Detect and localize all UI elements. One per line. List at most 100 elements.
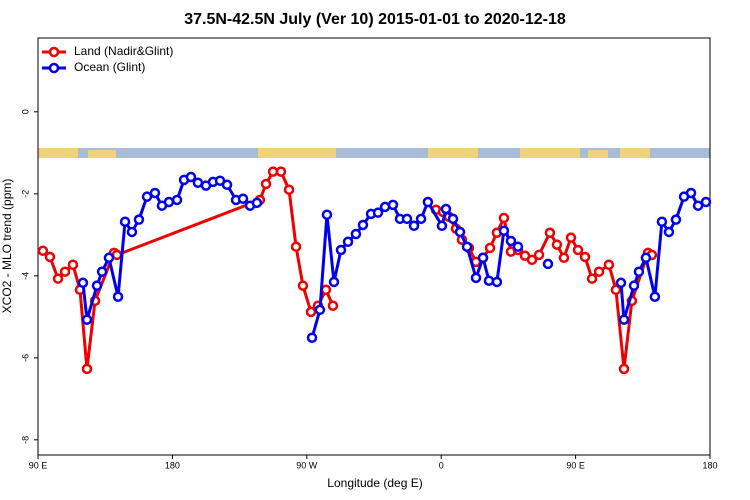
data-point [77,277,89,289]
data-point [640,252,652,264]
data-point [221,179,233,191]
data-point [401,213,413,225]
data-point [483,275,495,286]
data-point [350,228,362,240]
x-tick-label: 90 E [566,460,585,470]
data-point [670,214,682,225]
data-point [491,276,503,288]
data-point [96,266,108,277]
data-point [185,171,197,183]
data-point [342,236,354,248]
data-point [328,276,340,288]
data-point [387,199,399,211]
data-point [133,214,145,225]
data-point [314,304,326,316]
data-point [422,196,434,208]
data-point [251,197,263,209]
y-tick-label: 0 [20,109,30,114]
x-tick-label: 180 [165,460,180,470]
data-point [544,227,556,239]
data-point [335,244,347,256]
data-point [692,200,704,211]
data-point [649,291,661,302]
data-point [656,216,668,227]
y-tick-label: -8 [20,436,30,444]
x-tick-label: 0 [439,460,444,470]
data-point [415,213,427,225]
data-point [37,245,49,257]
data-point [163,196,175,208]
data-point [603,259,615,270]
data-point [593,266,605,277]
x-tick-label: 90 E [29,460,48,470]
chart-title: 37.5N-42.5N July (Ver 10) 2015-01-01 to … [184,11,566,28]
data-point [59,266,71,277]
data-point [498,212,510,224]
data-point [81,363,93,375]
data-point [237,193,249,204]
data-point [633,266,645,277]
data-point [408,220,420,232]
y-tick-label: -4 [20,272,30,280]
data-point [67,259,79,270]
data-point [111,249,123,261]
data-point [149,187,161,199]
data-point [663,226,675,238]
data-point [512,241,524,252]
data-point [618,363,630,375]
data-point [579,251,591,263]
data-point [260,178,272,190]
data-point [610,284,622,296]
data-point [565,232,577,243]
data-point [505,235,517,247]
data-point [551,239,563,250]
data-point [685,187,697,199]
data-point [477,252,489,264]
data-point [91,280,103,291]
legend-marker [48,46,60,58]
data-point [558,252,570,264]
data-point [372,207,384,218]
data-point [461,241,473,252]
data-point [498,225,510,236]
map-strip [38,148,710,158]
data-point [628,280,640,291]
data-point [306,332,318,343]
data-point [586,273,598,284]
data-point [526,254,538,266]
data-point [454,226,466,238]
x-tick-label: 90 W [296,460,318,470]
data-point [447,213,459,225]
x-tick-label: 180 [702,460,717,470]
plot-frame [37,37,711,456]
data-point [141,191,153,202]
data-point [440,203,452,215]
data-point [357,219,369,231]
data-point [484,242,496,254]
data-point [192,177,204,188]
data-point [119,216,131,227]
data-point [297,280,309,291]
data-point [305,306,317,318]
data-point [700,196,712,208]
data-point [470,272,482,284]
x-axis-label: Longitude (deg E) [327,476,422,490]
data-point [618,314,630,325]
data-point [103,252,115,264]
data-point [327,300,339,311]
data-point [615,277,627,289]
y-tick-label: -2 [20,190,30,198]
data-point [321,209,333,220]
data-point [81,314,93,325]
data-point [542,258,554,270]
data-point [126,226,138,238]
data-point [290,241,302,252]
data-point [283,184,295,195]
data-point [572,244,584,256]
data-point [275,166,287,177]
data-point [52,273,64,284]
data-point [436,220,448,232]
data-point [171,194,183,206]
y-axis-label: XCO2 - MLO trend (ppm) [0,179,14,314]
data-point [44,251,56,263]
